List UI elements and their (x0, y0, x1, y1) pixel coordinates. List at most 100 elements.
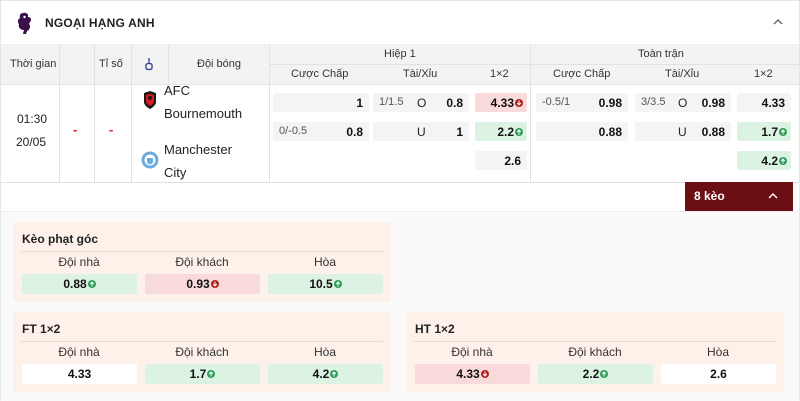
ht-away-value: 2.2 (582, 367, 600, 381)
ht-away-label: Đội khách (568, 345, 622, 359)
half-1x2-home[interactable]: 4.33 (475, 93, 527, 112)
corner-away-label: Đội khách (175, 255, 229, 269)
arrow-down-icon (480, 369, 489, 378)
ht-home-odd[interactable]: 4.33 (415, 364, 530, 384)
score-home: - (73, 122, 78, 137)
full-1x2-away[interactable]: 1.7 (737, 122, 791, 141)
full-under-side: U (678, 125, 687, 139)
arrow-down-icon (210, 279, 219, 288)
half-handicap-away-line: 0/-0.5 (279, 125, 308, 137)
half-1x2-draw[interactable]: 2.6 (475, 151, 527, 170)
full-1x2-away-odd: 1.7 (761, 125, 778, 139)
manchester-city-crest-icon (141, 151, 159, 169)
col-full-handicap: Cược Chấp (553, 68, 611, 80)
full-handicap-away-odd: 0.88 (598, 125, 622, 139)
full-over-line: 3/3.5 (641, 96, 666, 108)
ft-draw-odd[interactable]: 4.2 (268, 364, 383, 384)
half-under-odd: 1 (456, 125, 463, 139)
col-half: Hiệp 1 (384, 48, 416, 60)
score-away: - (109, 122, 114, 137)
full-over-side: O (678, 96, 688, 110)
corner-home-label: Đội nhà (58, 255, 100, 269)
arrow-up-icon (330, 369, 339, 378)
ft-home-label: Đội nhà (58, 345, 100, 359)
chevron-up-icon[interactable] (771, 15, 785, 29)
half-handicap-home[interactable]: 1 (273, 93, 369, 112)
full-handicap-home-line: -0.5/1 (542, 96, 571, 108)
half-over[interactable]: 1/1.5 O 0.8 (373, 93, 469, 112)
half-1x2-away-odd: 2.2 (497, 125, 514, 139)
corner-draw-label: Hòa (313, 255, 336, 269)
arrow-down-icon (515, 98, 523, 107)
half-1x2-draw-odd: 2.6 (504, 154, 521, 168)
ft-home-odd[interactable]: 4.33 (22, 364, 137, 384)
extra-markets: Kèo phạt góc Đội nhà Đội khách Hòa 0.88 … (1, 211, 799, 401)
ht-title: HT 1×2 (415, 322, 455, 336)
away-team-line1[interactable]: Manchester (164, 142, 232, 157)
corner-draw-value: 10.5 (309, 277, 333, 291)
ht-away-odd[interactable]: 2.2 (538, 364, 653, 384)
chevron-up-icon (768, 193, 778, 199)
ft-away-odd[interactable]: 1.7 (145, 364, 260, 384)
table-header: Thời gian Tỉ số Đội bóng Hiệp 1 Toàn trậ… (1, 45, 799, 85)
match-time: 01:30 (17, 112, 48, 126)
ht-home-value: 4.33 (456, 367, 480, 381)
arrow-up-icon (207, 369, 216, 378)
full-handicap-home[interactable]: -0.5/1 0.98 (536, 93, 628, 112)
ft-away-value: 1.7 (189, 367, 207, 381)
full-handicap-away[interactable]: 0.88 (536, 122, 628, 141)
away-team-line2[interactable]: City (164, 165, 187, 180)
full-over[interactable]: 3/3.5 O 0.98 (635, 93, 731, 112)
col-time: Thời gian (10, 58, 57, 70)
corner-draw-odd[interactable]: 10.5 (268, 274, 383, 294)
full-handicap-home-odd: 0.98 (598, 96, 622, 110)
full-1x2-draw[interactable]: 4.2 (737, 151, 791, 170)
col-half-handicap: Cược Chấp (291, 68, 349, 80)
arrow-up-icon (87, 279, 96, 288)
ht-draw-odd[interactable]: 2.6 (661, 364, 776, 384)
arrow-up-icon (779, 127, 787, 136)
full-1x2-home-odd: 4.33 (761, 96, 785, 110)
col-half-1x2: 1×2 (490, 68, 509, 80)
corner-card: Kèo phạt góc Đội nhà Đội khách Hòa 0.88 … (13, 222, 391, 302)
ht-home-label: Đội nhà (451, 345, 493, 359)
corner-title: Kèo phạt góc (22, 232, 99, 246)
ft-away-label: Đội khách (175, 345, 229, 359)
half-1x2-home-odd: 4.33 (490, 96, 514, 110)
ft-1x2-card: FT 1×2 Đội nhà Đội khách Hòa 4.33 1.7 4.… (13, 312, 391, 392)
full-1x2-home[interactable]: 4.33 (737, 93, 791, 112)
col-score: Tỉ số (99, 58, 123, 70)
home-team-line2[interactable]: Bournemouth (164, 106, 243, 121)
stadium-icon (145, 58, 153, 71)
bournemouth-crest-icon (144, 91, 156, 109)
ft-draw-value: 4.2 (312, 367, 330, 381)
half-under-side: U (417, 125, 426, 139)
premier-league-lion-icon (17, 12, 32, 34)
home-team-line1[interactable]: AFC (164, 83, 190, 98)
more-bets-toggle[interactable]: 8 kèo (685, 182, 793, 211)
arrow-up-icon (779, 156, 787, 165)
ht-draw-value: 2.6 (710, 367, 727, 381)
full-1x2-draw-odd: 4.2 (761, 154, 778, 168)
corner-home-odd[interactable]: 0.88 (22, 274, 137, 294)
col-full-1x2: 1×2 (754, 68, 773, 80)
league-title: NGOẠI HẠNG ANH (45, 16, 155, 30)
corner-away-value: 0.93 (186, 277, 210, 291)
ht-1x2-card: HT 1×2 Đội nhà Đội khách Hòa 4.33 2.2 2.… (406, 312, 784, 392)
half-handicap-home-odd: 1 (356, 96, 363, 110)
more-bets-label: 8 kèo (694, 189, 725, 203)
ft-title: FT 1×2 (22, 322, 61, 336)
col-team: Đội bóng (197, 58, 242, 70)
corner-away-odd[interactable]: 0.93 (145, 274, 260, 294)
half-handicap-away-odd: 0.8 (346, 125, 363, 139)
half-under[interactable]: U 1 (373, 122, 469, 141)
match-date: 20/05 (16, 135, 47, 149)
half-handicap-away[interactable]: 0/-0.5 0.8 (273, 122, 369, 141)
half-1x2-away[interactable]: 2.2 (475, 122, 527, 141)
half-over-side: O (417, 96, 427, 110)
arrow-up-icon (600, 369, 609, 378)
full-under[interactable]: U 0.88 (635, 122, 731, 141)
league-header[interactable]: NGOẠI HẠNG ANH (1, 1, 799, 45)
arrow-up-icon (515, 127, 523, 136)
